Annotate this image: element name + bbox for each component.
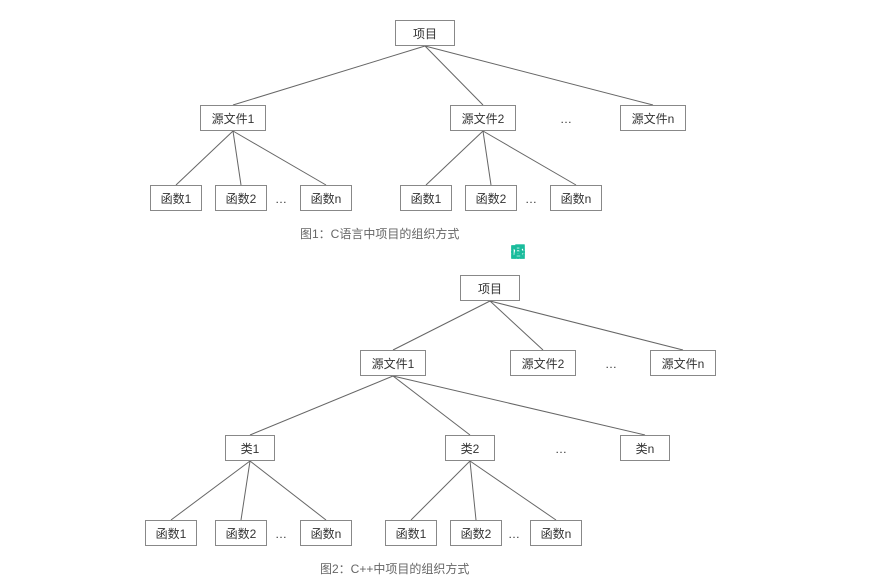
- tree1-edge: [483, 131, 491, 185]
- tree1-edge: [233, 131, 326, 185]
- tree2-ellipsis: …: [275, 527, 289, 541]
- tree2-edge: [490, 301, 683, 350]
- tree1-node-fnb: 函数n: [550, 185, 602, 211]
- tree2-node-f1b: 函数1: [385, 520, 437, 546]
- tree2-edge: [250, 376, 393, 435]
- tree2-ellipsis: …: [555, 442, 569, 456]
- tree2-edge: [171, 461, 250, 520]
- tree1-node-src2: 源文件2: [450, 105, 516, 131]
- tree1-node-f1b: 函数1: [400, 185, 452, 211]
- tree1-ellipsis: …: [560, 112, 574, 126]
- tree1-edge: [483, 131, 576, 185]
- tree2-node-srcn: 源文件n: [650, 350, 716, 376]
- tree2-edge: [241, 461, 250, 520]
- tree2-node-f1a: 函数1: [145, 520, 197, 546]
- tree1-ellipsis: …: [275, 192, 289, 206]
- tree1-node-root: 项目: [395, 20, 455, 46]
- tree2-edge: [470, 461, 556, 520]
- tree1-node-f2b: 函数2: [465, 185, 517, 211]
- tree2-node-fna: 函数n: [300, 520, 352, 546]
- tree2-edge: [393, 301, 490, 350]
- tree2-node-clsn: 类n: [620, 435, 670, 461]
- tree1-edge: [425, 46, 653, 105]
- tree2-node-fnb: 函数n: [530, 520, 582, 546]
- diagram-canvas: 项目源文件1源文件2源文件n函数1函数2函数n函数1函数2函数n………图1：C语…: [0, 0, 892, 578]
- tree1-edge: [426, 131, 483, 185]
- tree2-edge: [490, 301, 543, 350]
- tree1-edge: [176, 131, 233, 185]
- tree2-edge: [470, 461, 476, 520]
- tree2-node-cls2: 类2: [445, 435, 495, 461]
- tree1-node-fna: 函数n: [300, 185, 352, 211]
- tree1-node-src1: 源文件1: [200, 105, 266, 131]
- tree2-node-cls1: 类1: [225, 435, 275, 461]
- expand-icon[interactable]: [536, 244, 554, 262]
- tree2-ellipsis: …: [605, 357, 619, 371]
- tree2-node-src1: 源文件1: [360, 350, 426, 376]
- tree2-edge: [411, 461, 470, 520]
- tree1-edge: [425, 46, 483, 105]
- settings-icon[interactable]: [614, 244, 632, 262]
- tree1-node-srcn: 源文件n: [620, 105, 686, 131]
- tree1-edge: [233, 131, 241, 185]
- tree2-node-f2a: 函数2: [215, 520, 267, 546]
- tree2-node-src2: 源文件2: [510, 350, 576, 376]
- edges-layer: [0, 0, 892, 578]
- tree1-node-f1a: 函数1: [150, 185, 202, 211]
- tree1-caption: 图1：C语言中项目的组织方式: [300, 225, 459, 242]
- tree2-caption: 图2：C++中项目的组织方式: [320, 560, 469, 577]
- tree1-edge: [233, 46, 425, 105]
- share-icon[interactable]: [588, 244, 606, 262]
- tree1-node-f2a: 函数2: [215, 185, 267, 211]
- tree2-edge: [250, 461, 326, 520]
- tree1-ellipsis: …: [525, 192, 539, 206]
- toolbar: [510, 244, 632, 262]
- tree2-node-f2b: 函数2: [450, 520, 502, 546]
- save-icon[interactable]: [562, 244, 580, 262]
- tree2-node-root: 项目: [460, 275, 520, 301]
- tree2-ellipsis: …: [508, 527, 522, 541]
